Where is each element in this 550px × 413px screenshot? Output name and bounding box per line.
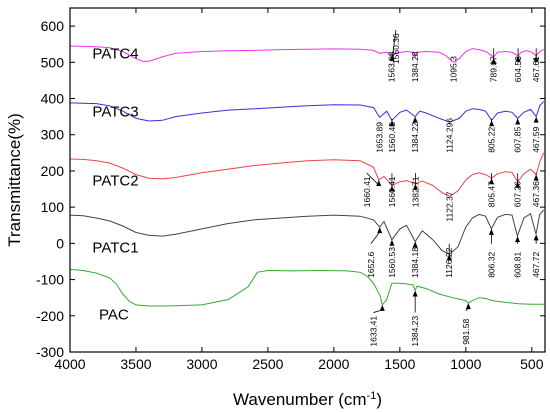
peak-label: 467.59	[531, 127, 541, 153]
x-axis-title-main: Wavenumber (cm	[233, 390, 367, 409]
peak-arrow-head	[379, 304, 385, 311]
x-axis-title: Wavenumber (cm-1)	[233, 390, 382, 409]
peak-label: 467.61	[531, 56, 541, 82]
peak-arrow-head	[389, 55, 395, 62]
y-tick-label: 300	[41, 127, 65, 143]
peak-label: 1384.28	[410, 51, 420, 82]
x-tick-label: 4000	[54, 356, 85, 372]
series-line-patc4	[70, 45, 544, 63]
peak-label: 1633.41	[369, 316, 379, 347]
peak-arrow-head	[515, 181, 521, 188]
peak-label: 1653.89	[375, 122, 385, 153]
x-tick-label: 3000	[186, 356, 217, 372]
peak-arrow-head	[389, 239, 395, 246]
y-tick-label: -300	[36, 344, 64, 360]
series-label-patc4: PATC4	[92, 46, 138, 63]
peak-label: 806.32	[486, 252, 496, 278]
peak-label: 805.47	[487, 181, 497, 207]
peak-label: 1384.22	[410, 122, 420, 153]
peak-label: 1652.6	[366, 252, 376, 278]
peak-label: 1384.23	[410, 316, 420, 347]
series-line-patc1	[70, 209, 545, 255]
series-line-patc3	[70, 101, 545, 123]
series-label-patc3: PATC3	[92, 104, 138, 121]
y-tick-label: -200	[36, 308, 64, 324]
peak-arrow-head	[533, 116, 539, 123]
peak-arrow-head	[412, 290, 418, 297]
y-tick-label: 200	[41, 163, 65, 179]
peak-label: 1560.41	[387, 176, 397, 207]
peak-arrow-head	[488, 228, 494, 235]
peak-arrow-head	[515, 236, 521, 243]
peak-arrow-head	[533, 234, 539, 241]
peak-arrow-head	[515, 55, 521, 62]
peak-arrow-line	[370, 231, 380, 245]
peak-label: 1560.53	[387, 247, 397, 278]
peak-label: 805.22	[487, 127, 497, 153]
peak-label: 1563.08	[387, 51, 397, 82]
y-tick-label: -100	[36, 272, 64, 288]
peak-arrow-head	[412, 183, 418, 190]
plot-frame	[69, 7, 546, 353]
series-label-patc2: PATC2	[92, 172, 138, 189]
series-line-pac	[70, 268, 544, 307]
peak-label: 1660.41	[362, 176, 372, 207]
peak-label: 608.81	[513, 252, 523, 278]
x-tick-label: 1000	[450, 356, 481, 372]
x-tick-label: 2000	[318, 356, 349, 372]
x-tick-label: 2500	[252, 356, 283, 372]
peak-arrow-head	[491, 57, 497, 64]
peak-arrow-head	[389, 185, 395, 192]
peak-label: 607.85	[513, 127, 523, 153]
peak-arrow-head	[489, 120, 495, 127]
y-axis-title: Transmittance(%)	[5, 113, 24, 247]
series-line-patc2	[70, 152, 545, 197]
y-tick-label: 600	[41, 18, 65, 34]
peak-label: 604.53	[513, 56, 523, 82]
x-tick-label: 500	[520, 356, 544, 372]
peak-arrow-head	[465, 303, 471, 310]
x-axis-title-sup: -1	[367, 390, 377, 402]
peak-arrow-head	[377, 227, 383, 234]
peak-label: 1122.37	[445, 191, 455, 221]
peak-arrow-head	[489, 178, 495, 185]
y-tick-label: 100	[41, 199, 65, 215]
series-label-pac: PAC	[99, 306, 129, 323]
peak-arrow-head	[515, 118, 521, 125]
peak-arrow-head	[376, 180, 382, 186]
x-axis-title-tail: )	[376, 390, 382, 409]
peak-label: 607.26	[513, 181, 523, 207]
peak-label: 467.36	[531, 181, 541, 207]
peak-label: 789.07	[489, 56, 499, 82]
peak-label: 1560.36	[391, 33, 401, 64]
x-tick-label: 1500	[384, 356, 415, 372]
x-tick-label: 3500	[120, 356, 151, 372]
peak-label: 1382.71	[410, 176, 420, 207]
y-tick-label: 0	[56, 235, 64, 251]
peak-arrow-head	[533, 174, 539, 181]
peak-label: 1124.296	[445, 118, 455, 153]
peak-label: 1384.18	[410, 247, 420, 278]
peak-arrow-head	[412, 241, 418, 248]
peak-arrow-head	[412, 116, 418, 123]
y-tick-label: 500	[41, 54, 65, 70]
y-tick-label: 400	[41, 91, 65, 107]
peak-label: 1560.45	[387, 122, 397, 153]
peak-label: 981.58	[461, 319, 471, 345]
peak-arrow-line	[366, 172, 380, 186]
axes-layer: 4000 3500 3000 2500 2000 1500 1000 500-300-200-…	[36, 7, 546, 372]
series-label-patc1: PATC1	[92, 239, 138, 256]
peak-arrow-head	[446, 254, 452, 261]
peak-arrow-line	[391, 30, 397, 61]
peak-label: 467.72	[531, 252, 541, 278]
peak-arrow-head	[389, 120, 395, 127]
peak-arrow-head	[533, 55, 539, 62]
peak-label: 1126.22	[444, 247, 454, 277]
peak-label: 1095.3	[448, 56, 458, 82]
